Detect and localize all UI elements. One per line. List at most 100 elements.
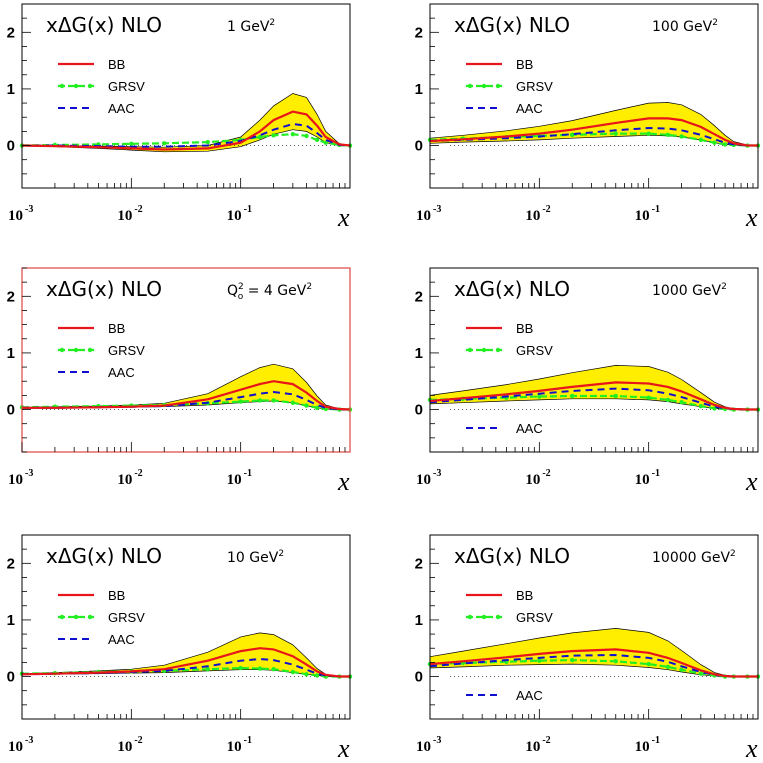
grsv-point [323, 140, 328, 145]
grsv-point [613, 659, 618, 664]
x-tick-label: 10 -1 [227, 468, 252, 488]
legend-label-bb: BB [108, 57, 125, 72]
uncertainty-band [429, 628, 758, 677]
series-line-grsv [21, 666, 350, 678]
scale-sup: 2 [712, 18, 718, 28]
legend-grsv-point [467, 347, 473, 353]
plot-frame [21, 3, 351, 189]
grsv-point [314, 405, 320, 411]
plot-frame [429, 534, 759, 720]
series-line-aac [22, 122, 351, 148]
grsv-point [238, 665, 243, 671]
x-tick-label: 10 -3 [8, 204, 33, 224]
grsv-point [290, 132, 296, 137]
x-tick-exponent: -1 [652, 468, 660, 479]
legend-grsv-point [467, 614, 473, 620]
grsv-point [665, 664, 671, 670]
panel-title: xΔG(x) NLO [46, 277, 162, 301]
grsv-point [205, 666, 210, 672]
x-tick-exponent: -2 [542, 468, 550, 479]
grsv-point [613, 393, 618, 399]
legend-label-aac: AAC [108, 101, 135, 116]
grsv-point [698, 137, 704, 143]
scale-sup: 2 [278, 549, 284, 559]
y-tick-label: 2 [415, 288, 423, 305]
grsv-point [613, 131, 618, 136]
series-line-bb [21, 647, 350, 678]
y-tick-label: 2 [415, 24, 423, 41]
y-tick-label: 2 [415, 555, 423, 572]
scale-sup: 2 [306, 282, 312, 292]
series-line-grsv [21, 399, 350, 411]
series-line-grsv [21, 133, 351, 147]
grsv-point [162, 141, 167, 146]
y-tick-label: 0 [415, 138, 423, 155]
y-tick-label: 1 [415, 345, 423, 362]
scale-prefix-sup: 2 [238, 282, 244, 292]
x-tick-exponent: -3 [433, 735, 441, 746]
scale-main: 100 GeV [652, 19, 713, 35]
legend-grsv-point [73, 83, 79, 89]
panel-title: xΔG(x) NLO [46, 544, 162, 568]
series-line-bb [22, 380, 351, 411]
grsv-point [314, 137, 320, 143]
legend-label-grsv: GRSV [516, 79, 553, 94]
legend-grsv-point [73, 347, 79, 353]
x-tick-exponent: -2 [134, 204, 142, 215]
series-line-bb [429, 648, 758, 678]
x-tick-label: 10 -1 [635, 204, 660, 224]
grsv-point [257, 134, 263, 140]
x-tick-exponent: -1 [244, 204, 252, 215]
grsv-point [698, 403, 704, 409]
scale-main: 10 GeV [227, 550, 279, 566]
grsv-point [257, 666, 263, 671]
x-tick-label: 10 -1 [635, 468, 660, 488]
scale-main: 1000 GeV [652, 283, 722, 299]
plot-frame [21, 267, 351, 453]
grsv-point [314, 673, 320, 678]
x-tick-label: 10 -2 [117, 468, 142, 488]
grsv-point [665, 132, 671, 137]
legend-grsv-point [59, 614, 65, 620]
y-tick-label: 1 [415, 81, 423, 98]
y-tick-label: 2 [7, 555, 15, 572]
grsv-point [304, 403, 309, 408]
x-axis-label: x [337, 734, 350, 763]
x-tick-exponent: -2 [542, 735, 550, 746]
scale-label: 10000 GeV2 [652, 549, 736, 566]
x-tick-label: 10 -3 [416, 204, 441, 224]
legend-grsv-point [59, 83, 65, 89]
legend-grsv-point [495, 83, 501, 89]
plot-frame [21, 534, 351, 720]
grsv-point [238, 399, 243, 404]
scale-main: 10000 GeV [652, 550, 730, 566]
x-tick-label: 10 -3 [8, 468, 33, 488]
x-axis-label: x [745, 467, 758, 496]
grsv-point [129, 141, 134, 147]
legend-label-aac: AAC [516, 101, 543, 116]
x-axis-label: x [337, 203, 350, 232]
x-tick-label: 10 -2 [525, 204, 550, 224]
grsv-point [537, 658, 542, 663]
grsv-point [698, 671, 704, 676]
legend-grsv-point [495, 614, 501, 620]
y-tick-label: 1 [7, 81, 15, 98]
grsv-point [665, 397, 671, 403]
grsv-point [205, 139, 210, 145]
grsv-point [646, 131, 651, 136]
y-tick-label: 2 [7, 288, 15, 305]
legend-grsv-point [59, 347, 65, 353]
legend-label-bb: BB [108, 321, 125, 336]
scale-prefix: Q [227, 283, 238, 299]
scale-sup: 2 [730, 549, 736, 559]
panel-title: xΔG(x) NLO [454, 544, 570, 568]
x-tick-exponent: -1 [652, 204, 660, 215]
scale-label: 100 GeV2 [652, 18, 718, 35]
legend-label-bb: BB [516, 57, 533, 72]
grsv-point [570, 132, 575, 137]
x-tick-label: 10 -2 [525, 468, 550, 488]
